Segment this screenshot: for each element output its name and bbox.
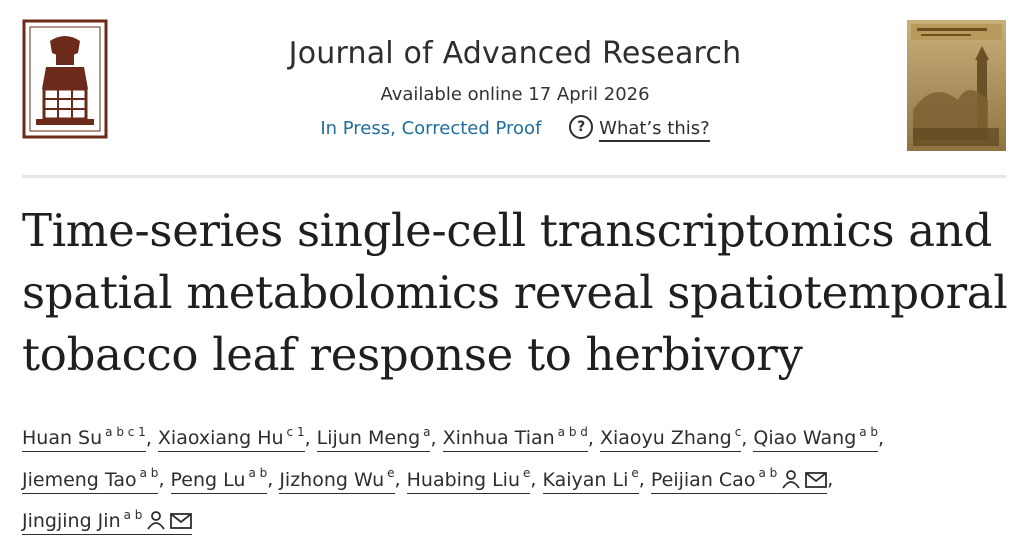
author-affiliation: a b c 1 [105,425,146,439]
author-link[interactable]: Xiaoxiang Hu c 1 [157,425,305,453]
author-link[interactable]: Lijun Meng a [316,425,431,453]
author-link[interactable]: Kaiyan Li e [542,466,639,494]
author-link[interactable]: Peijian Cao a b [650,466,828,494]
author-link[interactable]: Huabing Liu e [406,466,531,494]
author-affiliation: e [631,466,639,481]
journal-title-link[interactable]: Journal of Advanced Research [288,36,742,71]
author-name: Jizhong Wu [279,468,385,491]
publisher-logo-graphic [22,19,108,139]
whats-this-link[interactable]: What’s this? [599,118,710,142]
author-affiliation: c 1 [286,425,305,439]
author-affiliation: a b [859,425,879,439]
author-name: Peng Lu [170,468,246,491]
publisher-logo[interactable] [22,19,108,139]
author-affiliation: a [423,425,431,439]
author-separator: , [394,468,401,491]
journal-cover[interactable] [907,20,1006,151]
author-name: Huan Su [22,427,103,450]
envelope-icon [805,471,828,488]
author-name: Xiaoxiang Hu [157,427,284,450]
author-separator: , [878,427,885,450]
author-affiliation: e [387,466,395,481]
person-icon [147,511,166,530]
article-status: In Press, Corrected Proof [320,118,542,139]
author-name: Qiao Wang [753,427,857,450]
author-link[interactable]: Peng Lu a b [170,466,268,494]
article-title: Time-series single-cell transcriptomics … [22,200,1012,386]
author-link[interactable]: Qiao Wang a b [753,425,879,453]
author-name: Xiaoyu Zhang [599,427,732,450]
author-separator: , [741,427,748,450]
person-icon [782,469,800,489]
author-name: Xinhua Tian [442,427,555,450]
author-link[interactable]: Jingjing Jin a b [22,507,193,535]
author-affiliation: a b [123,507,143,522]
author-link[interactable]: Huan Su a b c 1 [22,425,146,453]
author-separator: , [430,427,437,450]
question-icon[interactable]: ? [569,115,594,139]
author-separator: , [145,427,152,450]
author-name: Peijian Cao [650,468,756,491]
author-separator: , [638,468,645,491]
article-status-line: In Press, Corrected Proof ? What’s this? [200,115,830,142]
author-affiliation: a b [139,466,159,481]
author-affiliation: a b [248,466,268,481]
author-separator: , [158,468,165,491]
author-separator: , [304,427,311,450]
author-name: Kaiyan Li [542,468,629,491]
envelope-icon [170,513,193,529]
author-name: Jingjing Jin [22,509,121,532]
article-title-line-1: Time-series single-cell transcriptomics … [22,204,992,257]
author-affiliation: e [523,466,531,481]
author-link[interactable]: Xiaoyu Zhang c [599,425,742,453]
available-online: Available online 17 April 2026 [380,84,650,105]
article-title-line-2: spatial metabolomics reveal spatiotempor… [22,266,1008,319]
author-name: Huabing Liu [406,468,521,491]
author-separator: , [530,468,537,491]
author-link[interactable]: Jiemeng Tao a b [22,466,159,494]
author-affiliation: c [734,425,742,439]
header-divider [22,175,1006,178]
author-list: Huan Su a b c 1, Xiaoxiang Hu c 1, Lijun M… [22,415,1022,539]
author-separator: , [827,468,834,491]
author-link[interactable]: Xinhua Tian a b d [442,425,588,453]
author-separator: , [587,427,594,450]
journal-cover-image [907,20,1006,151]
journal-title: Journal of Advanced Research [200,36,830,71]
author-link[interactable]: Jizhong Wu e [279,466,395,494]
article-title-line-3: tobacco leaf response to herbivory [22,328,803,381]
author-separator: , [267,468,274,491]
author-affiliation: a b d [557,425,588,439]
author-affiliation: a b [758,466,778,481]
author-name: Lijun Meng [316,427,421,450]
author-name: Jiemeng Tao [22,468,137,491]
